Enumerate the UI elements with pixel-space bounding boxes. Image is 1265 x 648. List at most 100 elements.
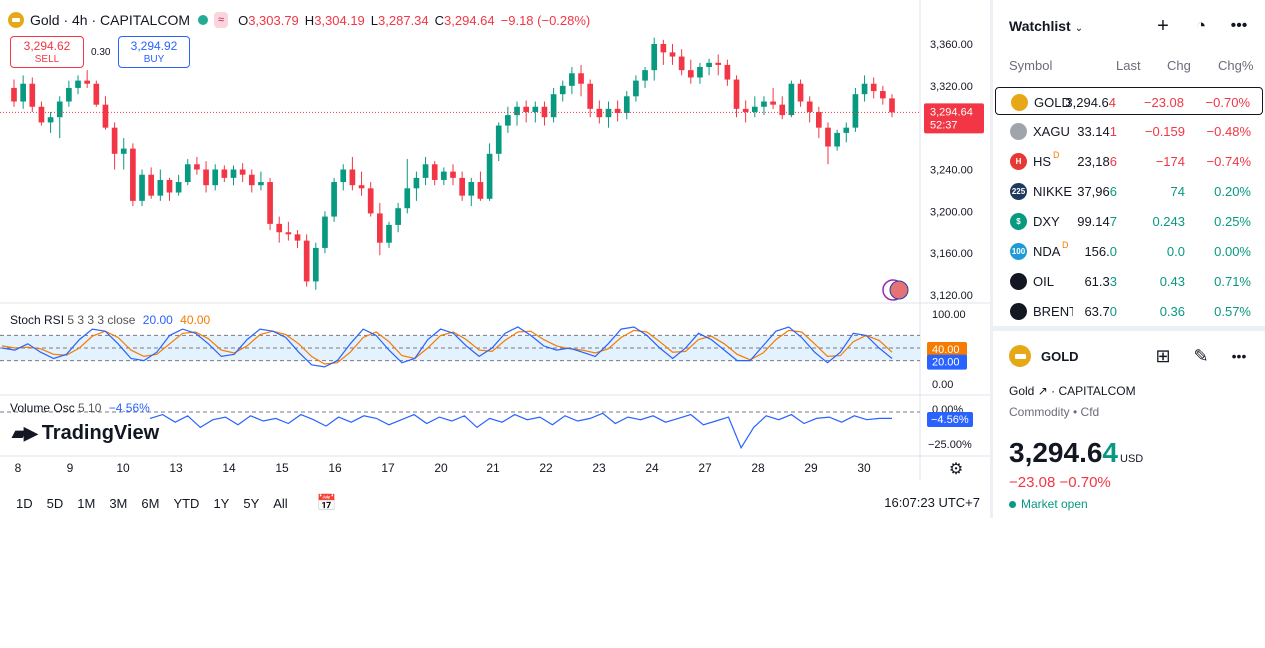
watchlist-symbol: NIKKE (1033, 184, 1073, 199)
tradingview-logo[interactable]: ▰▶ TradingView (12, 422, 159, 445)
price-tick-label: 3,360.00 (930, 39, 973, 51)
calendar-goto-icon[interactable]: 📅 (316, 495, 337, 512)
edit-note-icon[interactable]: ✎ (1193, 346, 1209, 366)
time-tick-label: 13 (169, 461, 183, 475)
watchlist-last: 61.33 (1084, 274, 1117, 289)
time-tick-label: 22 (539, 461, 553, 475)
time-tick-label: 23 (592, 461, 606, 475)
volume-osc-legend[interactable]: Volume Osc 5 10 −4.56% (10, 401, 150, 415)
candle (303, 240, 310, 282)
detail-change: −23.08 −0.70% (1009, 474, 1111, 491)
watchlist-columns: Symbol Last Chg Chg% (993, 54, 1265, 76)
pie-chart-icon[interactable]: ◔ (1195, 16, 1207, 35)
current-price-label-bg (924, 103, 984, 134)
volume-osc-params: 5 10 (78, 401, 102, 415)
watchlist-change: 0.0 (1166, 244, 1185, 259)
range-6m[interactable]: 6M (141, 495, 160, 511)
range-all[interactable]: All (273, 495, 288, 511)
detail-name[interactable]: Gold (1009, 384, 1035, 398)
watchlist-panel: Watchlist ⌄ + ◔ ••• Symbol Last Chg Chg% … (993, 0, 1265, 518)
col-last[interactable]: Last (1116, 58, 1141, 73)
range-bar: 1D 5D 1M 3M 6M YTD 1Y 5Y All 📅 16:07:23 … (0, 488, 990, 518)
candle (852, 94, 859, 128)
detail-exchange[interactable]: CAPITALCOM (1058, 384, 1136, 398)
grid-view-icon[interactable]: ⊞ (1155, 346, 1171, 366)
more-options-icon[interactable]: ••• (1230, 17, 1248, 34)
candle (11, 87, 17, 102)
candle (569, 73, 575, 86)
watchlist-row-dxy[interactable]: $ DXY 99.147 0.243 0.25% (995, 207, 1263, 235)
tradingview-logo-text: TradingView (41, 422, 160, 444)
watchlist-row-xagu[interactable]: XAGU 33.141 −0.159 −0.48% (995, 117, 1263, 145)
panel-separator[interactable] (993, 326, 1265, 331)
watchlist-row-brent[interactable]: BRENT 63.70 0.36 0.57% (995, 297, 1263, 325)
time-tick-label: 14 (222, 461, 236, 475)
candle (358, 185, 365, 189)
time-tick-label: 21 (486, 461, 500, 475)
detail-subtitle: Gold ↗ · CAPITALCOM (1009, 384, 1136, 398)
candle (267, 182, 273, 224)
range-1y[interactable]: 1Y (213, 495, 230, 511)
watchlist-symbol: OIL (1033, 274, 1054, 289)
range-5d[interactable]: 5D (46, 495, 64, 511)
watchlist-change: −174 (1155, 154, 1185, 169)
range-1d[interactable]: 1D (16, 495, 33, 511)
more-options-icon[interactable]: ••• (1231, 348, 1247, 364)
watchlist-last: 156.0 (1084, 244, 1117, 259)
col-symbol[interactable]: Symbol (1009, 58, 1053, 73)
range-3m[interactable]: 3M (109, 495, 128, 511)
time-tick-label: 30 (857, 461, 871, 475)
col-pct[interactable]: Chg% (1218, 58, 1254, 73)
watchlist-title[interactable]: Watchlist ⌄ (1009, 18, 1083, 34)
stoch-k-axis-value: 20.00 (932, 357, 960, 369)
delayed-tag[interactable]: ≈ (214, 12, 229, 28)
sell-button[interactable]: 3,294.62 SELL (10, 36, 84, 68)
candle (761, 101, 767, 107)
col-chg[interactable]: Chg (1167, 58, 1191, 73)
candle (614, 108, 621, 114)
watchlist-change-percent: −0.70% (1205, 95, 1250, 110)
time-axis[interactable]: 8 9 10 13 14 15 16 17 20 21 22 23 24 27 28 29 30 (0, 458, 920, 478)
add-symbol-icon[interactable]: + (1157, 15, 1169, 37)
external-link-icon[interactable]: ↗ (1037, 384, 1048, 398)
chart-canvas[interactable]: 3,360.003,320.003,280.003,240.003,200.00… (0, 0, 990, 518)
watchlist-row-hs[interactable]: H HS D 23,186 −174 −0.74% (995, 147, 1263, 175)
chart-area[interactable]: 3,360.003,320.003,280.003,240.003,200.00… (0, 0, 990, 518)
watchlist-row-oil[interactable]: OIL 61.33 0.43 0.71% (995, 267, 1263, 295)
price-currency: USD (1120, 453, 1144, 465)
range-5y[interactable]: 5Y (243, 495, 260, 511)
candle (642, 70, 648, 81)
watchlist-last: 33.141 (1077, 124, 1117, 139)
candle (111, 127, 118, 154)
time-tick-label: 28 (751, 461, 765, 475)
candle (120, 148, 127, 154)
stoch-rsi-k-value: 20.00 (142, 313, 173, 327)
candle (861, 83, 868, 95)
candle (194, 164, 200, 170)
price-tick-label: 3,240.00 (930, 165, 973, 177)
delayed-data-marker: D (1062, 240, 1069, 250)
watchlist-symbol: HS (1033, 154, 1052, 169)
candle (541, 106, 548, 118)
watchlist-row-gold[interactable]: GOLD 3,294.64 −23.08 −0.70% (995, 87, 1263, 115)
stoch-d-value-bg (927, 342, 967, 357)
stoch-rsi-legend[interactable]: Stoch RSI 5 3 3 3 close 20.00 40.00 (10, 313, 210, 327)
gear-icon[interactable]: ⚙ (948, 461, 964, 478)
watchlist-change-percent: −0.74% (1206, 154, 1251, 169)
detail-symbol[interactable]: GOLD (1041, 348, 1079, 364)
panel-divider[interactable] (990, 0, 993, 518)
clock[interactable]: 16:07:23 UTC+7 (884, 495, 980, 510)
watchlist-row-nda[interactable]: 100 NDA D 156.0 0.0 0.00% (995, 237, 1263, 265)
candle (175, 182, 182, 193)
watchlist-change-percent: 0.00% (1214, 244, 1251, 259)
watchlist-last: 23,186 (1077, 154, 1117, 169)
price-last-digit: 4 (1102, 437, 1118, 468)
stoch-rsi-d-value: 40.00 (180, 313, 211, 327)
buy-button[interactable]: 3,294.92 BUY (118, 36, 190, 68)
range-1m[interactable]: 1M (77, 495, 96, 511)
candle (825, 127, 831, 147)
watchlist-row-nikke[interactable]: 225 NIKKE 37,966 74 0.20% (995, 177, 1263, 205)
symbol-title[interactable]: Gold · 4h · CAPITALCOM (30, 12, 191, 28)
candle (340, 169, 347, 183)
range-ytd[interactable]: YTD (173, 495, 200, 511)
